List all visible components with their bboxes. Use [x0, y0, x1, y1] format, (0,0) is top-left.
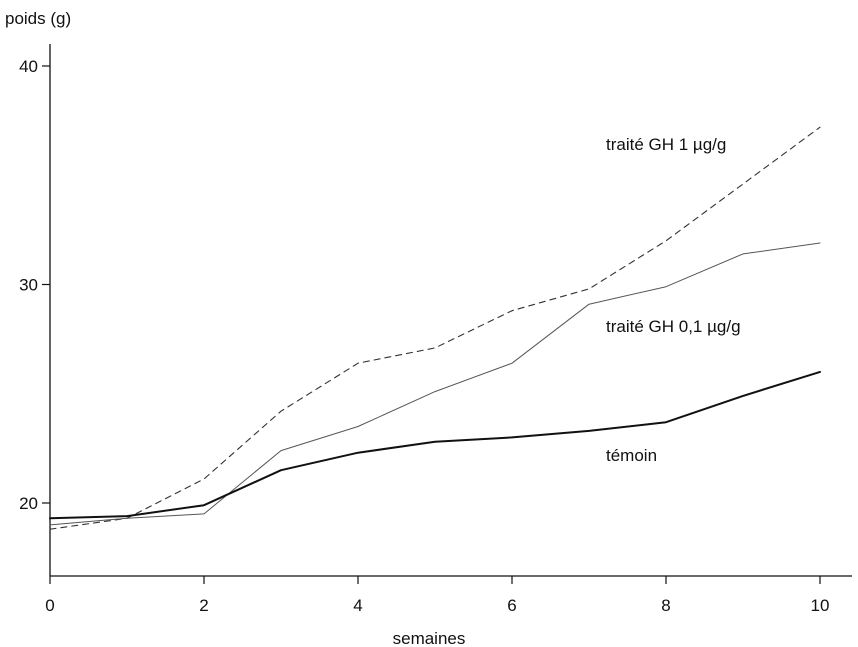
y-ticks: 20 30 40	[19, 57, 50, 513]
y-tick-label: 40	[19, 57, 38, 76]
x-tick-label: 6	[507, 596, 516, 615]
series-label-2: témoin	[606, 446, 657, 465]
y-tick-label: 30	[19, 276, 38, 295]
series-line-2	[49, 370, 821, 520]
x-axis-label: semaines	[393, 629, 466, 647]
x-tick-label: 2	[199, 596, 208, 615]
y-tick-label: 20	[19, 494, 38, 513]
series-label-1: traité GH 0,1 µg/g	[606, 317, 741, 336]
series-label-0: traité GH 1 µg/g	[606, 135, 726, 154]
series-line-1	[49, 242, 821, 526]
y-axis-label: poids (g)	[5, 9, 71, 28]
x-tick-label: 10	[811, 596, 830, 615]
x-ticks: 0 2 4 6 8 10	[45, 576, 829, 615]
series-line-0	[49, 126, 821, 530]
x-tick-label: 4	[353, 596, 362, 615]
x-tick-label: 8	[661, 596, 670, 615]
series-lines	[49, 126, 821, 530]
series-labels: traité GH 1 µg/g traité GH 0,1 µg/g témoin	[606, 135, 741, 465]
x-tick-label: 0	[45, 596, 54, 615]
